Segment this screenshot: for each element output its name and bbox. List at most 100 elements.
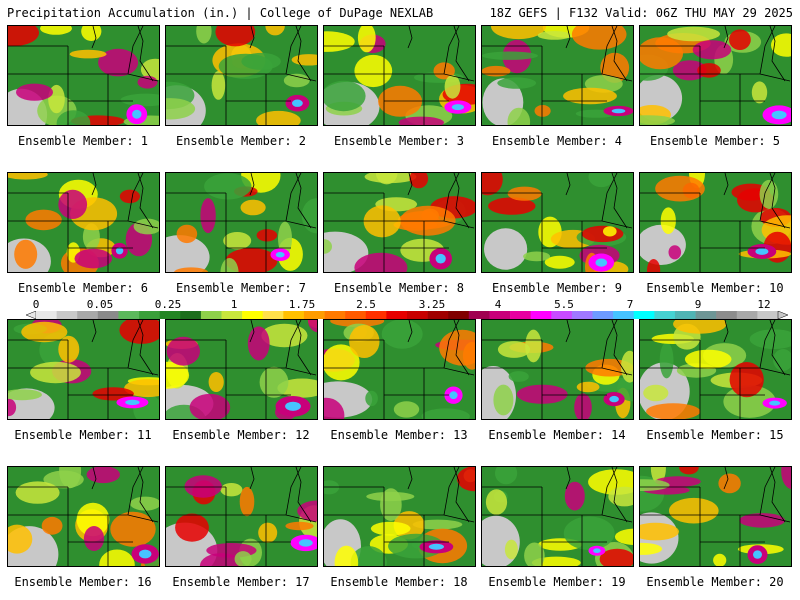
map-title: Precipitation Accumulation (in.) | Colle… <box>7 6 434 20</box>
scale-color-swatch <box>551 311 573 319</box>
scale-color-swatch <box>242 311 264 319</box>
scale-tick-label: 3.25 <box>418 298 446 311</box>
scale-color-swatch <box>571 311 593 319</box>
scale-color-swatch <box>345 311 367 319</box>
scale-color-swatch <box>303 311 325 319</box>
ensemble-map-panel <box>165 319 318 420</box>
ensemble-member-label: Ensemble Member: 1 <box>17 134 149 148</box>
scale-color-swatch <box>613 311 635 319</box>
scale-color-swatch <box>736 311 758 319</box>
scale-tick-label: 5.5 <box>554 298 574 311</box>
scale-color-swatch <box>180 311 202 319</box>
ensemble-member-label: Ensemble Member: 16 <box>14 575 152 589</box>
ensemble-map-panel <box>7 25 160 126</box>
scale-color-swatch <box>448 311 470 319</box>
scale-tick-label: 9 <box>694 298 702 311</box>
precip-map <box>640 26 791 125</box>
precip-map <box>324 320 475 419</box>
scale-color-swatch <box>530 311 552 319</box>
ensemble-member-label: Ensemble Member: 14 <box>488 428 626 442</box>
scale-color-swatch <box>489 311 511 319</box>
ensemble-map-panel <box>165 466 318 567</box>
ensemble-map-panel <box>639 25 792 126</box>
precip-map <box>166 467 317 566</box>
scale-color-swatch <box>324 311 346 319</box>
scale-color-swatch <box>159 311 181 319</box>
ensemble-member-label: Ensemble Member: 10 <box>646 281 784 295</box>
scale-color-swatch <box>36 311 57 319</box>
ensemble-member-label: Ensemble Member: 18 <box>330 575 468 589</box>
ensemble-map-panel <box>323 466 476 567</box>
ensemble-map-panel <box>7 319 160 420</box>
ensemble-map-panel <box>323 319 476 420</box>
ensemble-map-panel <box>7 466 160 567</box>
ensemble-map-panel <box>481 466 634 567</box>
scale-tick-label: 2.5 <box>356 298 376 311</box>
scale-color-swatch <box>407 311 428 319</box>
scale-tick-label: 1 <box>230 298 238 311</box>
scale-tick-label: 12 <box>757 298 771 311</box>
scale-color-swatch <box>674 311 696 319</box>
precip-map <box>8 467 159 566</box>
scale-color-swatch <box>365 311 387 319</box>
ensemble-map-panel <box>323 25 476 126</box>
scale-color-swatch <box>716 311 738 319</box>
model-valid-time: 18Z GEFS | F132 Valid: 06Z THU MAY 29 20… <box>489 6 793 20</box>
ensemble-member-label: Ensemble Member: 6 <box>17 281 149 295</box>
scale-right-arrow <box>777 311 788 319</box>
scale-color-swatch <box>386 311 408 319</box>
ensemble-member-label: Ensemble Member: 3 <box>333 134 465 148</box>
scale-tick-label: 0.05 <box>86 298 114 311</box>
scale-tick-label: 1.75 <box>288 298 316 311</box>
scale-color-swatch <box>118 311 140 319</box>
precip-map <box>8 26 159 125</box>
scale-left-arrow <box>26 311 37 319</box>
ensemble-member-label: Ensemble Member: 19 <box>488 575 626 589</box>
precip-map <box>640 320 791 419</box>
scale-color-swatch <box>510 311 531 319</box>
precip-map <box>482 467 633 566</box>
scale-color-swatch <box>427 311 449 319</box>
scale-color-swatch <box>262 311 284 319</box>
precip-map <box>324 173 475 272</box>
scale-color-swatch <box>77 311 99 319</box>
scale-tick-label: 0 <box>32 298 40 311</box>
color-scale-legend: 0 0.05 0.25 1 1.75 2.5 3.25 4 5.5 7 9 12 <box>12 298 788 320</box>
scale-color-swatch <box>221 311 243 319</box>
color-scale-bar <box>26 311 788 319</box>
ensemble-map-panel <box>639 319 792 420</box>
ensemble-member-label: Ensemble Member: 7 <box>175 281 307 295</box>
ensemble-member-label: Ensemble Member: 4 <box>491 134 623 148</box>
precip-map <box>640 467 791 566</box>
ensemble-member-label: Ensemble Member: 20 <box>646 575 784 589</box>
scale-color-swatch <box>633 311 655 319</box>
ensemble-member-label: Ensemble Member: 8 <box>333 281 465 295</box>
ensemble-map-panel <box>481 25 634 126</box>
scale-color-swatch <box>592 311 614 319</box>
scale-color-swatch <box>654 311 676 319</box>
ensemble-map-panel <box>481 172 634 273</box>
scale-tick-label: 0.25 <box>154 298 182 311</box>
precip-map <box>324 26 475 125</box>
ensemble-member-label: Ensemble Member: 13 <box>330 428 468 442</box>
ensemble-map-panel <box>639 466 792 567</box>
precip-map <box>482 320 633 419</box>
ensemble-map-panel <box>481 319 634 420</box>
scale-color-swatch <box>283 311 305 319</box>
ensemble-map-panel <box>165 25 318 126</box>
ensemble-member-label: Ensemble Member: 15 <box>646 428 784 442</box>
ensemble-member-label: Ensemble Member: 17 <box>172 575 310 589</box>
precip-map <box>482 26 633 125</box>
precip-map <box>8 320 159 419</box>
ensemble-map-panel <box>639 172 792 273</box>
ensemble-member-label: Ensemble Member: 12 <box>172 428 310 442</box>
ensemble-member-label: Ensemble Member: 2 <box>175 134 307 148</box>
scale-color-swatch <box>468 311 490 319</box>
ensemble-member-label: Ensemble Member: 9 <box>491 281 623 295</box>
precip-map <box>8 173 159 272</box>
scale-color-swatch <box>757 311 779 319</box>
precip-map <box>324 467 475 566</box>
precip-map <box>640 173 791 272</box>
precip-map <box>482 173 633 272</box>
precip-map <box>166 26 317 125</box>
